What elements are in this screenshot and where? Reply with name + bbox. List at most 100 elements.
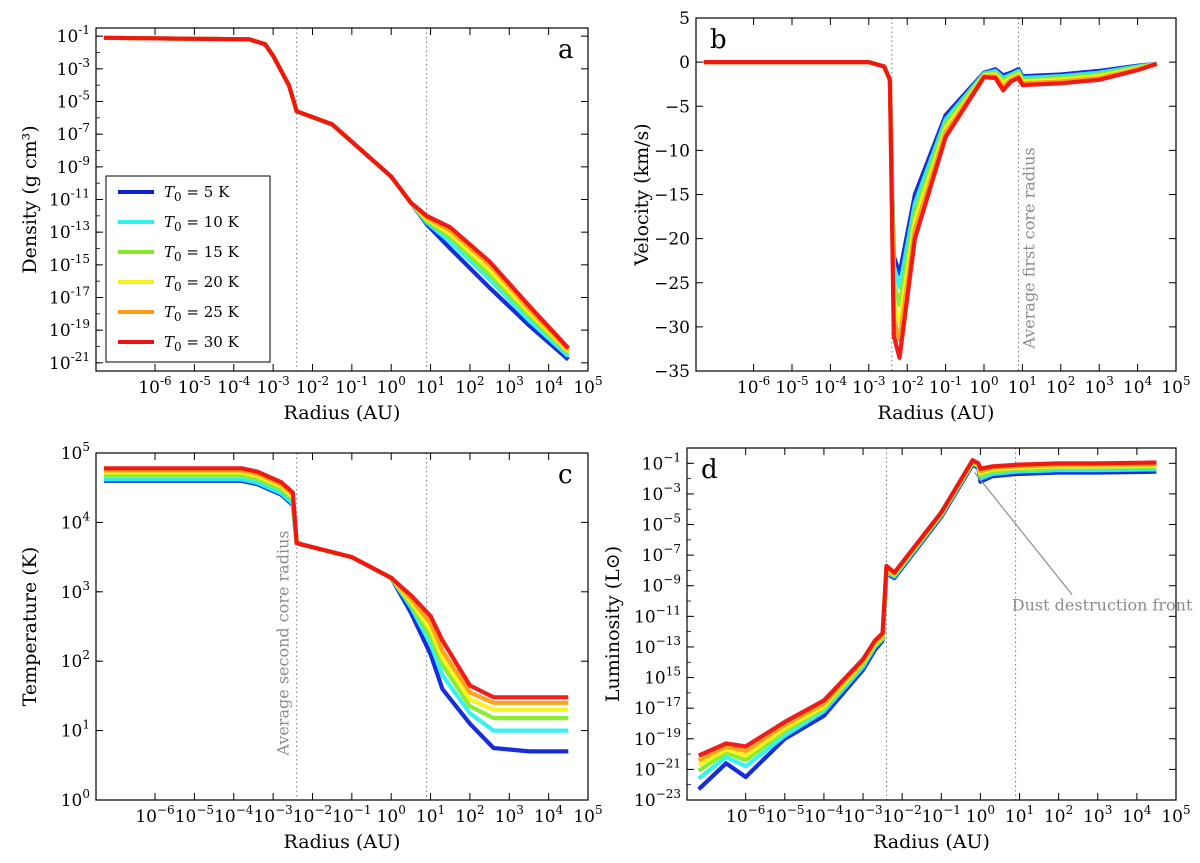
x-tick-label: 10-4 [814,374,848,398]
x-tick-label: 101 [416,374,445,398]
x-tick-label: 102 [1046,374,1075,398]
y-axis-label: Luminosity (L⊙) [602,546,624,702]
x-tick-label: 102 [1044,803,1073,827]
x-tick-label: 10−1 [922,803,961,827]
x-axis-label: Radius (AU) [284,402,401,424]
y-tick-label: 101 [61,718,90,742]
panel-label: a [558,35,574,65]
annotation-text: Dust destruction front [1012,596,1193,615]
panel-c: 10−6 10−5 10−4 10−3 10−2 10−1 100 101 102 103 104 1… [19,440,603,853]
y-tick-label: −35 [654,362,690,382]
y-tick-label: 1015 [644,665,681,689]
x-tick-label: 100 [377,374,406,398]
legend-label: T0 = 5 K [164,183,230,204]
x-axis-label: Radius (AU) [284,831,401,853]
x-tick-label: 10-6 [138,374,171,398]
x-tick-label: 10-1 [335,374,368,398]
y-tick-label: 10-17 [49,285,90,309]
x-tick-label: 103 [1085,374,1114,398]
legend-label: T0 = 15 K [164,243,240,264]
y-tick-label: 10−19 [634,726,681,750]
y-axis-label: Velocity (km/s) [631,123,653,266]
x-tick-label: 10−4 [214,803,254,827]
x-tick-label: 10−1 [332,803,371,827]
y-tick-label: 10−5 [642,512,681,536]
panel-label: c [558,460,573,490]
panel-b: 10-6 10-5 10-4 10-3 10-2 10-1 100 101 102 103 104 1… [631,9,1191,424]
series-group [697,458,1157,791]
x-tick-label: 100 [969,374,998,398]
x-tick-label: 100 [377,803,406,827]
panel-label: b [710,25,727,55]
y-tick-label: 105 [61,440,90,464]
y-tick-label: 10-1 [57,23,90,47]
y-tick-label: 10−17 [634,695,681,719]
x-tick-label: 102 [455,803,484,827]
annotation-text: Average first core radius [1020,147,1039,349]
series-line-015K [103,473,569,721]
y-tick-label: 103 [61,579,90,603]
y-tick-label: 10-13 [49,219,90,243]
x-tick-label: 105 [573,374,602,398]
y-tick-label: 10−11 [634,603,681,627]
x-tick-label: 10−5 [175,803,214,827]
series-group [703,60,1158,360]
x-tick-label: 10−6 [135,803,174,827]
x-tick-label: 10−2 [882,803,921,827]
y-tick-label: −10 [654,141,690,161]
annotation-arrow [974,472,1073,596]
x-tick-label: 10-1 [929,374,962,398]
y-tick-label: 10-19 [49,317,90,341]
y-tick-label: 100 [61,787,90,811]
x-tick-label: 103 [495,803,524,827]
panel-a: 10-6 10-5 10-4 10-3 10-2 10-1 100 101 102 103 104 1… [19,23,603,424]
y-tick-label: 10−3 [642,481,681,505]
series-line-015K [697,460,1157,773]
y-tick-label: −25 [654,274,690,294]
x-tick-label: 10-3 [852,374,885,398]
series-line-010K [103,477,569,733]
x-tick-label: 10-6 [737,374,770,398]
y-tick-label: 10−1 [642,450,681,474]
y-tick-label: −30 [654,318,690,338]
annotation-text: Average second core radius [274,530,293,756]
legend-box [105,175,271,363]
x-tick-label: 10−4 [804,803,844,827]
x-tick-label: 100 [966,803,995,827]
y-tick-label: 5 [679,9,690,29]
x-tick-label: 10-3 [256,374,289,398]
series-line-030K [103,35,570,350]
y-tick-label: 10-21 [49,350,90,374]
legend-label: T0 = 10 K [164,213,240,234]
x-tick-label: 10-5 [775,374,808,398]
x-tick-label: 10-4 [217,374,251,398]
y-tick-label: 10−21 [634,756,681,780]
y-tick-label: 10−7 [642,542,681,566]
legend-label: T0 = 25 K [164,303,240,324]
y-tick-label: 10-11 [49,187,90,211]
x-tick-label: 103 [495,374,524,398]
y-tick-label: 10-15 [49,252,90,276]
y-tick-label: 0 [679,53,690,73]
series-line-030K [703,60,1158,360]
y-tick-label: 10-5 [57,89,90,113]
x-tick-label: 104 [534,803,564,827]
series-line-025K [703,60,1158,343]
y-tick-label: 10−9 [642,573,681,597]
x-tick-label: 103 [1083,803,1112,827]
x-tick-label: 101 [1008,374,1037,398]
x-tick-label: 10-2 [891,374,924,398]
y-tick-label: −20 [654,230,690,250]
plot-frame [95,452,589,801]
series-line-030K [103,466,569,700]
x-tick-label: 105 [1161,374,1190,398]
x-tick-label: 104 [1122,803,1152,827]
series-group [103,35,570,362]
x-tick-label: 101 [416,803,445,827]
x-axis-label: Radius (AU) [873,831,990,853]
x-tick-label: 10−3 [253,803,292,827]
x-tick-label: 10-2 [296,374,329,398]
legend-label: T0 = 30 K [164,333,240,354]
y-tick-label: 10−23 [634,787,681,811]
